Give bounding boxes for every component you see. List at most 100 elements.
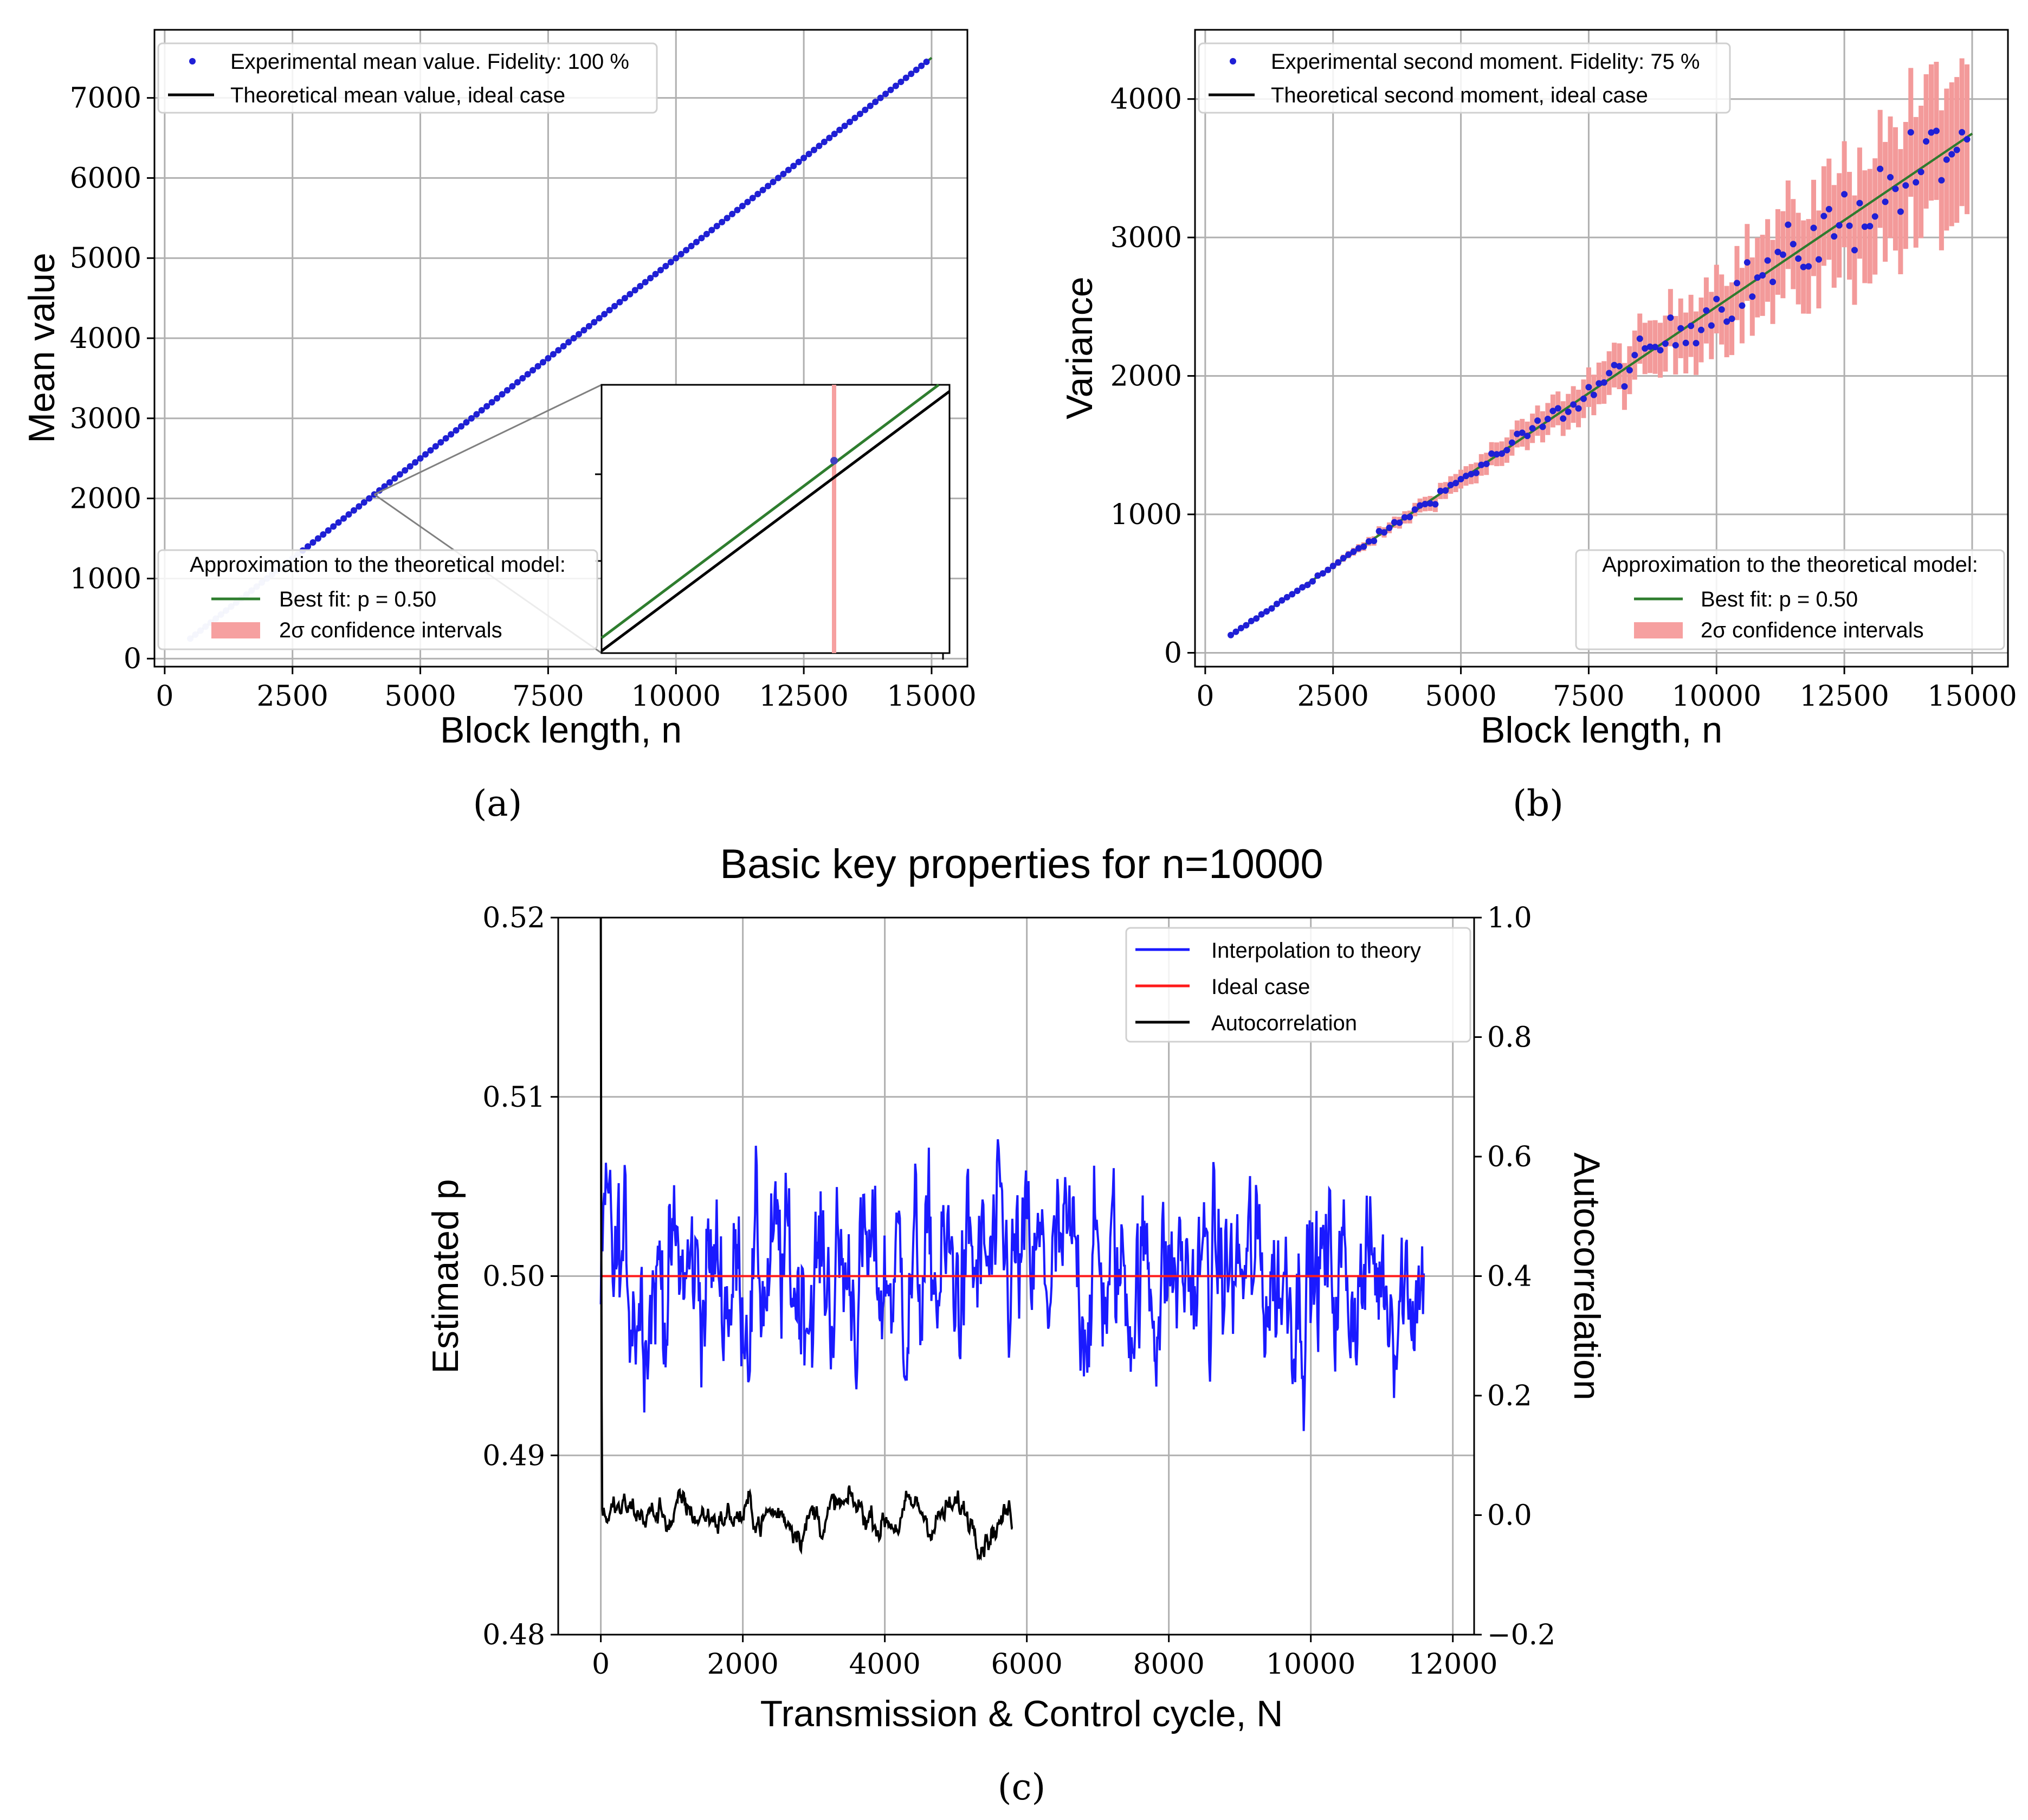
panel-a-xlabel: Block length, n — [440, 709, 682, 751]
series-experimental-point — [1447, 481, 1454, 488]
series-experimental-point — [719, 218, 726, 225]
series-experimental-point — [708, 227, 715, 234]
inset-experimental-point — [830, 457, 838, 464]
series-experimental-point — [1258, 611, 1265, 618]
series-experimental-point — [545, 354, 552, 362]
series-experimental-point — [1442, 487, 1449, 494]
series-experimental-point — [1575, 405, 1582, 412]
series-experimental-point — [1841, 191, 1848, 198]
x-tick-label: 15000 — [887, 680, 976, 713]
series-experimental-point — [1810, 224, 1817, 231]
series-experimental-point — [1544, 416, 1551, 423]
series-experimental-point — [1585, 384, 1592, 391]
series-experimental-point — [1846, 222, 1853, 229]
series-experimental-point — [882, 91, 889, 98]
series-experimental-point — [453, 427, 460, 434]
panel-a: 0 2500 5000 7500 10000 12500 15000 0 1000 2000 300… — [21, 29, 977, 824]
series-experimental-point — [836, 126, 843, 133]
series-experimental-point — [1422, 501, 1429, 508]
series-experimental-point — [402, 467, 409, 474]
y-tick-label: 3000 — [70, 403, 141, 435]
series-experimental-point — [698, 235, 705, 242]
series-experimental-point — [606, 307, 613, 314]
series-experimental-point — [1882, 198, 1889, 205]
series-experimental-point — [1596, 380, 1603, 387]
series-experimental-point — [851, 114, 858, 121]
series-experimental-point — [1734, 280, 1740, 287]
series-experimental-point — [631, 287, 638, 294]
series-experimental-point — [1938, 177, 1945, 184]
x-tick-label: 15000 — [1927, 680, 2017, 713]
series-experimental-point — [448, 431, 455, 438]
series-experimental-point — [759, 186, 766, 193]
series-experimental-point — [673, 255, 680, 262]
series-experimental-point — [616, 299, 623, 306]
series-experimental-point — [693, 238, 700, 246]
series-experimental-point — [790, 163, 797, 170]
series-experimental-point — [1232, 628, 1239, 635]
series-experimental-point — [765, 183, 772, 190]
series-experimental-point — [1851, 247, 1858, 254]
series-experimental-point — [1657, 347, 1664, 354]
legend-label-confidence: 2σ confidence intervals — [1701, 618, 1924, 642]
series-experimental-point — [1565, 408, 1572, 415]
series-experimental-point — [320, 531, 327, 538]
series-experimental-point — [550, 351, 557, 358]
inset-connector-top — [374, 384, 602, 495]
series-experimental-point — [1892, 185, 1899, 192]
legend-label-theoretical: Theoretical mean value, ideal case — [230, 83, 565, 107]
series-experimental-point — [1697, 326, 1704, 333]
series-experimental-point — [780, 171, 787, 178]
series-experimental-point — [892, 82, 899, 89]
series-experimental-point — [1708, 322, 1715, 329]
panel-a-ylabel: Mean value — [21, 253, 62, 443]
series-experimental-point — [1703, 307, 1710, 314]
series-experimental-point — [1948, 151, 1955, 158]
y-tick-label: 2000 — [1110, 360, 1182, 393]
y-tick-label: 0 — [124, 643, 141, 675]
series-experimental-point — [1749, 293, 1756, 300]
series-experimental-point — [509, 383, 516, 390]
x-tick-label: 5000 — [1425, 680, 1496, 713]
legend-label-theoretical: Theoretical second moment, ideal case — [1271, 83, 1648, 107]
series-experimental-point — [468, 415, 475, 422]
series-experimental-point — [1391, 519, 1398, 526]
series-experimental-point — [1294, 588, 1301, 595]
series-experimental-point — [330, 523, 337, 530]
series-experimental-point — [1917, 169, 1924, 176]
x-tick-label: 7500 — [1553, 680, 1624, 713]
x-tick-label: 10000 — [1672, 680, 1761, 713]
series-experimental-point — [1325, 566, 1332, 573]
series-experimental-point — [514, 379, 521, 386]
series-experimental-point — [1866, 223, 1874, 230]
series-experimental-point — [427, 447, 434, 454]
series-experimental-point — [366, 495, 373, 502]
legend-title-approximation: Approximation to the theoretical model: — [190, 553, 566, 577]
series-experimental-point — [1713, 295, 1720, 302]
series-experimental-point — [499, 391, 506, 398]
series-experimental-point — [442, 435, 449, 442]
series-experimental-point — [1549, 408, 1556, 415]
zoom-inset — [373, 384, 951, 660]
y-tick-label: 0.48 — [482, 1619, 545, 1651]
series-experimental-point — [1662, 340, 1669, 347]
series-experimental-point — [785, 166, 792, 173]
series-experimental-point — [1263, 608, 1270, 615]
series-experimental-point — [1468, 470, 1475, 477]
series-experimental-point — [1457, 476, 1464, 483]
series-experimental-point — [667, 259, 674, 266]
panel-b: 0 2500 5000 7500 10000 12500 15000 0 1000 2000 300… — [1059, 29, 2017, 824]
series-experimental-point — [902, 74, 909, 81]
x-tick-label: 0 — [592, 1648, 610, 1681]
series-experimental-point — [335, 519, 342, 526]
series-experimental-point — [729, 210, 736, 217]
series-experimental-point — [713, 223, 720, 230]
series-experimental-point — [519, 375, 526, 382]
y-right-tick-label: −0.2 — [1487, 1619, 1555, 1651]
panel-b-frame — [1194, 29, 2009, 668]
series-experimental-point — [826, 134, 833, 141]
series-experimental-point — [887, 86, 894, 93]
legend-label-autocorrelation: Autocorrelation — [1211, 1011, 1357, 1035]
series-experimental-point — [1355, 545, 1362, 552]
series-experimental-point — [1488, 450, 1495, 457]
